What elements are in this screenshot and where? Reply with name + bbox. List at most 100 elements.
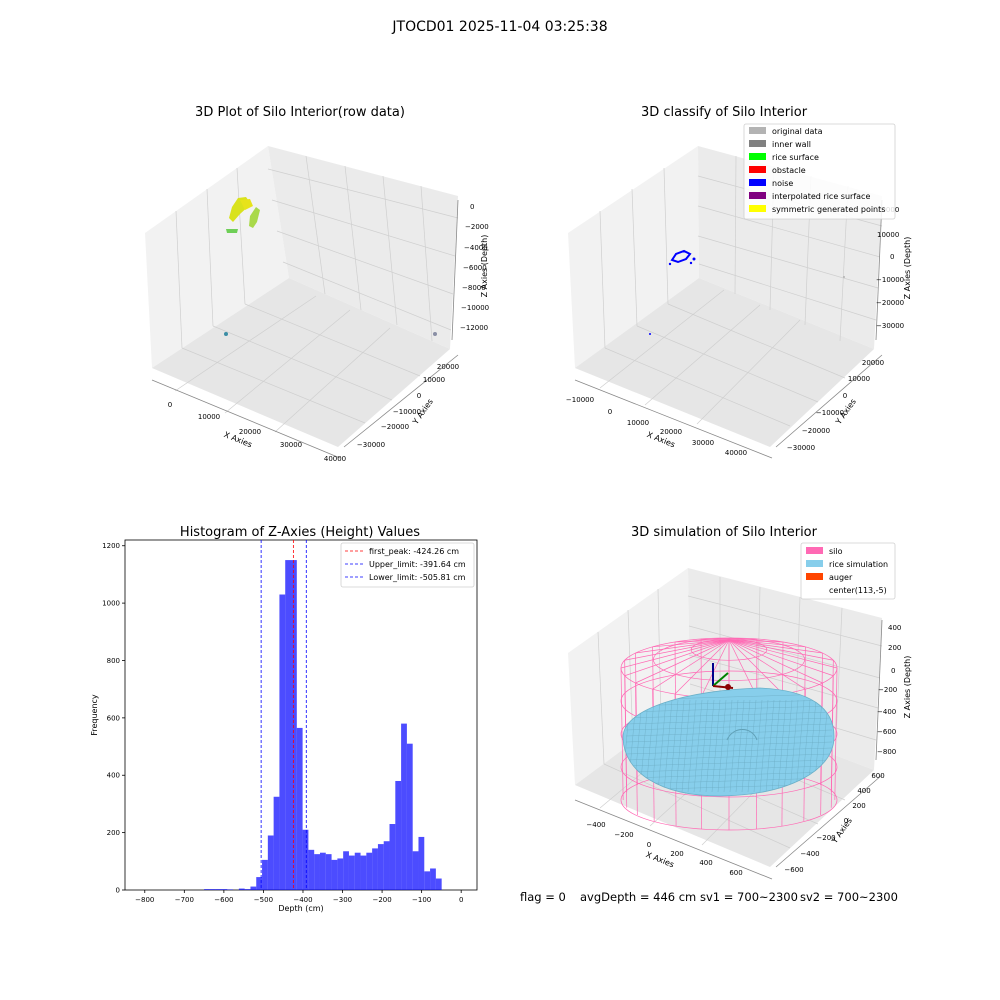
silo-wire	[834, 667, 838, 801]
rice-mesh-line	[801, 699, 811, 793]
rice-mesh-line	[625, 759, 833, 767]
histogram-bar	[395, 780, 402, 890]
histogram-bar	[279, 594, 286, 890]
panel1-z-tick: −8000	[462, 284, 486, 292]
panel4-y-tick: 600	[871, 772, 884, 780]
rice-mesh-line	[657, 699, 667, 793]
panel1-side-pane	[268, 146, 458, 349]
panel1-point-cluster	[240, 199, 253, 210]
histogram-bars	[204, 560, 442, 890]
panel1-z-tick: −12000	[460, 324, 488, 332]
panel1-x-tick: 40000	[324, 455, 346, 463]
histogram-x-tick-label: −300	[333, 896, 352, 904]
panel2-back-pane	[568, 146, 699, 368]
histogram-bar	[244, 889, 251, 890]
rice-mesh-line	[771, 699, 781, 793]
panel3-title: Histogram of Z-Axies (Height) Values	[180, 525, 420, 540]
panel2-x-tick: −10000	[566, 396, 594, 404]
panel2-point	[649, 333, 651, 335]
auger	[712, 663, 734, 690]
panel2-z-tick: 10000	[877, 231, 899, 239]
silo-roof-wire	[728, 639, 823, 654]
panel1-z-tick: −4000	[464, 244, 488, 252]
panel1-x-tick: 0	[168, 401, 172, 409]
histogram-x-tick-label: −100	[412, 896, 431, 904]
silo-roof-wire	[620, 639, 730, 669]
rice-mesh-line	[625, 699, 833, 707]
histogram-bar	[204, 889, 210, 890]
histogram-bar	[401, 723, 407, 890]
rice-mesh-line	[651, 699, 661, 793]
panel4-legend-label: center(113,-5)	[829, 586, 887, 595]
panel1-z-tick: −10000	[461, 304, 489, 312]
silo-roof-wire	[674, 639, 730, 695]
panel2-z-label: Z Axies (Depth)	[903, 237, 912, 300]
panel2-x-tick: 10000	[627, 419, 649, 427]
panel1-title: 3D Plot of Silo Interior(row data)	[195, 105, 405, 120]
panel2-x-axis: −10000 0 10000 20000 30000 40000 X Axies	[566, 379, 773, 459]
histogram-bar	[256, 877, 263, 890]
rice-mesh-line	[625, 765, 833, 773]
panel4-side-pane	[688, 568, 882, 770]
panel4-z-axis: −800 −600 −400 −200 0 200 400 Z Axies (D…	[875, 619, 912, 761]
panel4-y-tick: −600	[784, 866, 803, 874]
histogram-bar	[221, 889, 228, 890]
histogram-y-ticks: 0 200 400 600 800 1000 1200	[102, 542, 125, 895]
histogram-bar	[238, 888, 245, 890]
panel4-x-tick: 400	[699, 859, 712, 867]
rice-mesh-line	[777, 699, 787, 793]
panel2-legend-swatch	[749, 179, 766, 186]
histogram-bar	[227, 889, 234, 890]
panel4-x-tick: 600	[729, 869, 742, 877]
panel2-legend-label: interpolated rice surface	[772, 192, 870, 201]
histogram-legend-label: Lower_limit: -505.81 cm	[369, 573, 466, 582]
figure-title: JTOCD01 2025-11-04 03:25:38	[391, 19, 607, 35]
histogram-x-label: Depth (cm)	[278, 904, 323, 913]
rice-mesh-line	[759, 699, 769, 793]
rice-mesh-line	[789, 699, 799, 793]
sv1-text: sv1 = 700~2300	[700, 890, 798, 904]
panel4-back-pane	[568, 568, 690, 785]
panel1-x-tick: 10000	[198, 413, 220, 421]
histogram-bar	[418, 836, 425, 890]
histogram-reference-lines	[260, 540, 307, 890]
histogram-bar	[424, 871, 431, 890]
panel-3d-raw: 3D Plot of Silo Interior(row data) 0 100…	[145, 105, 489, 463]
panel1-y-tick: 20000	[437, 363, 459, 371]
rice-mesh-line	[625, 723, 833, 731]
panel4-legend-box	[800, 542, 896, 600]
silo-wire	[620, 667, 624, 801]
panel2-legend-swatch	[749, 153, 766, 160]
histogram-bar	[372, 848, 378, 890]
histogram-bar	[389, 824, 396, 890]
panel4-z-tick: 0	[891, 667, 895, 675]
panel2-point	[668, 262, 672, 266]
histogram-bar	[430, 868, 436, 890]
panel2-y-tick: −30000	[787, 444, 815, 452]
histogram-x-tick-label: −400	[293, 896, 312, 904]
panel2-point-cluster	[670, 249, 692, 264]
panel1-y-tick: −30000	[357, 441, 385, 449]
panel4-legend-swatch	[806, 547, 823, 554]
rice-mesh-line	[625, 753, 833, 761]
panel1-point	[433, 332, 437, 336]
histogram-bar	[296, 727, 303, 890]
histogram-x-tick-label: −700	[175, 896, 194, 904]
histogram-bar	[354, 852, 361, 890]
panel4-z-tick: −200	[878, 686, 897, 694]
panel4-legend: silo rice simulation auger center(113,-5)	[800, 542, 896, 600]
rice-mesh-line	[747, 699, 757, 793]
panel4-x-tick: −400	[586, 821, 605, 829]
panel2-legend-label: noise	[772, 179, 793, 188]
rice-mesh-line	[753, 699, 763, 793]
histogram-y-tick-label: 800	[107, 657, 120, 665]
histogram-y-tick-label: 600	[107, 714, 120, 722]
panel1-x-tick: 20000	[239, 428, 261, 436]
panel2-z-axis: −30000 −20000 −10000 0 10000 20000 Z Axi…	[875, 199, 912, 341]
histogram-bar	[262, 859, 268, 890]
rice-mesh-line	[729, 699, 739, 793]
histogram-x-tick-label: −500	[254, 896, 273, 904]
histogram-legend: first_peak: -424.26 cm Upper_limit: -391.…	[340, 542, 475, 588]
rice-mesh-line	[625, 741, 833, 749]
